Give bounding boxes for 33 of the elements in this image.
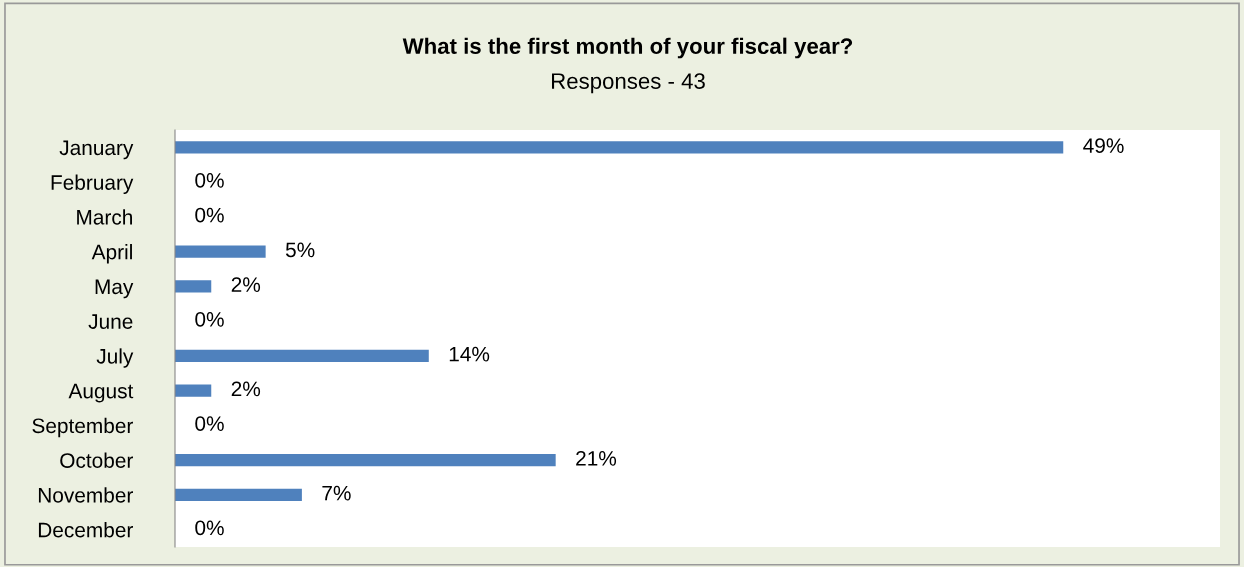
data-label: 21% (576, 450, 617, 466)
bar (175, 141, 1064, 154)
data-label: 5% (285, 242, 315, 258)
y-tick-label: May (95, 279, 134, 299)
bar (175, 454, 556, 467)
y-tick-label: July (96, 348, 134, 368)
data-label: 0% (195, 172, 224, 188)
y-tick-label: March (77, 209, 132, 225)
data-label: 14% (449, 346, 490, 362)
chart-title: What is the first month of your fiscal year? (402, 37, 853, 59)
bar (175, 349, 429, 362)
y-tick-label: February (51, 174, 134, 194)
y-tick-label: June (88, 314, 133, 329)
y-tick-label: August (68, 383, 134, 403)
bar (175, 245, 266, 258)
y-tick-label: September (32, 417, 133, 438)
data-label: 0% (195, 416, 224, 431)
data-label: 0% (195, 520, 224, 536)
y-tick-label: December (38, 522, 133, 538)
data-label: 0% (195, 207, 224, 223)
data-label: 0% (195, 311, 224, 327)
data-label: 49% (1083, 138, 1124, 153)
bar (175, 384, 212, 397)
bar (175, 280, 212, 293)
y-tick-label: October (60, 452, 133, 468)
data-label: 2% (231, 277, 261, 292)
y-tick-label: April (91, 244, 132, 264)
chart-subtitle: Responses - 43 (552, 73, 705, 94)
y-tick-label: January (59, 140, 134, 160)
data-label: 2% (231, 381, 261, 397)
bar (175, 488, 302, 501)
y-tick-label: November (38, 487, 133, 503)
data-label: 7% (322, 485, 351, 501)
